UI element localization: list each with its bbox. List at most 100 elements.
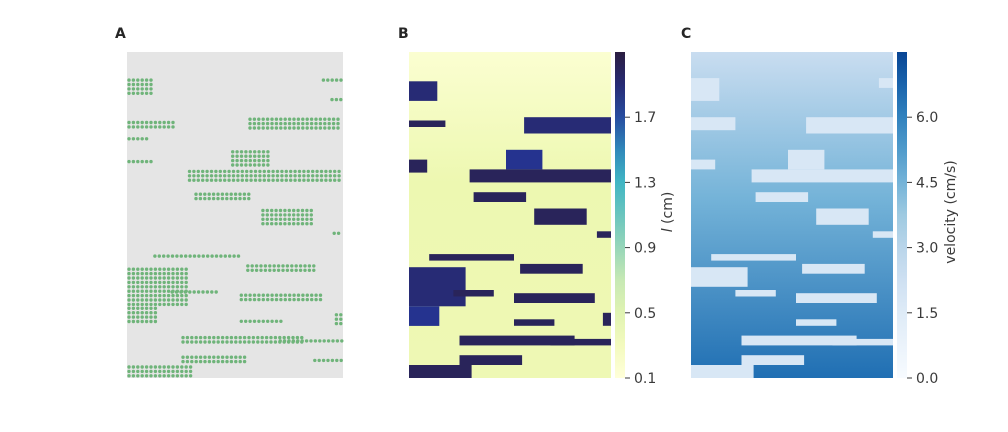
scatter-point <box>231 174 236 178</box>
scatter-point <box>271 169 275 174</box>
scatter-point <box>136 311 140 315</box>
scatter-point <box>254 268 259 272</box>
heatmap-cell <box>596 231 611 238</box>
scatter-point <box>140 298 144 302</box>
scatter-point <box>245 169 249 174</box>
scatter-point <box>261 217 265 221</box>
scatter-point <box>220 340 225 344</box>
scatter-point <box>252 319 257 323</box>
scatter-point <box>180 374 184 378</box>
scatter-point <box>131 159 136 164</box>
scatter-point <box>272 264 276 268</box>
scatter-point <box>312 268 316 272</box>
scatter-point <box>297 174 302 178</box>
scatter-point <box>171 293 175 298</box>
scatter-point <box>127 369 131 374</box>
scatter-point <box>140 276 144 280</box>
scatter-point <box>153 298 158 302</box>
scatter-point <box>171 285 175 289</box>
scatter-point <box>140 315 144 319</box>
scatter-point <box>175 267 180 271</box>
scatter-point <box>248 297 252 302</box>
scatter-point <box>194 359 198 364</box>
scatter-point <box>140 271 144 276</box>
scatter-point <box>140 285 144 289</box>
heatmap-cell <box>751 169 893 183</box>
scatter-point <box>149 78 153 82</box>
scatter-cluster <box>332 231 341 235</box>
scatter-point <box>287 126 292 130</box>
scatter-point <box>175 298 180 302</box>
scatter-point <box>296 126 301 130</box>
scatter-point <box>140 311 144 315</box>
scatter-point <box>274 222 278 226</box>
scatter-point <box>287 339 291 343</box>
scatter-cluster <box>127 78 153 96</box>
scatter-point <box>305 126 309 130</box>
scatter-point <box>144 302 149 307</box>
scatter-point <box>162 374 166 378</box>
scatter-point <box>283 293 287 297</box>
scatter-point <box>171 298 175 302</box>
scatter-point <box>323 126 327 130</box>
scatter-point <box>158 267 162 271</box>
scatter-point <box>239 158 244 163</box>
scatter-point <box>334 97 339 102</box>
scatter-point <box>249 169 253 174</box>
scatter-point <box>270 121 274 126</box>
scatter-point <box>170 254 175 258</box>
scatter-point <box>127 302 131 307</box>
scatter-point <box>245 174 249 178</box>
heatmap-cell <box>691 365 754 378</box>
scatter-point <box>144 159 149 164</box>
scatter-point <box>296 222 300 226</box>
scatter-point <box>253 174 258 178</box>
scatter-point <box>190 355 194 359</box>
scatter-point <box>225 335 229 340</box>
scatter-point <box>339 317 343 321</box>
scatter-point <box>281 264 285 268</box>
scatter-point <box>158 365 162 369</box>
scatter-point <box>257 117 261 121</box>
scatter-point <box>214 254 219 258</box>
colorbar-tick-label: 0.9 <box>634 241 656 257</box>
scatter-point <box>188 369 193 374</box>
scatter-point <box>333 174 337 178</box>
scatter-point <box>248 121 252 126</box>
scatter-point <box>257 150 261 154</box>
scatter-point <box>259 264 263 268</box>
scatter-point <box>330 358 335 363</box>
scatter-cluster <box>313 358 343 363</box>
scatter-point <box>284 178 288 182</box>
scatter-point <box>280 169 284 174</box>
scatter-point <box>127 315 131 319</box>
scatter-point <box>292 293 296 297</box>
scatter-point <box>175 302 180 307</box>
scatter-point <box>265 208 269 213</box>
scatter-point <box>268 268 272 272</box>
scatter-point <box>149 159 153 164</box>
scatter-point <box>310 297 314 302</box>
scatter-point <box>287 222 291 226</box>
scatter-point <box>140 120 144 125</box>
scatter-point <box>136 137 140 141</box>
scatter-cluster <box>334 313 343 326</box>
heatmap-cell <box>459 355 523 365</box>
colorbar-tick-label: 1.5 <box>916 306 938 322</box>
scatter-point <box>293 174 297 178</box>
scatter-point <box>300 208 305 213</box>
scatter-point <box>205 290 210 294</box>
scatter-point <box>306 178 310 182</box>
scatter-point <box>166 285 171 289</box>
scatter-point <box>131 91 136 96</box>
scatter-point <box>296 208 300 213</box>
scatter-point <box>170 290 174 294</box>
scatter-point <box>212 355 216 359</box>
colorbar-tick-label: 0.0 <box>916 371 938 387</box>
scatter-point <box>131 369 136 374</box>
scatter-point <box>231 158 235 163</box>
scatter-point <box>153 311 158 315</box>
scatter-point <box>328 174 332 178</box>
scatter-point <box>261 208 265 213</box>
heatmap-cell <box>878 78 893 88</box>
